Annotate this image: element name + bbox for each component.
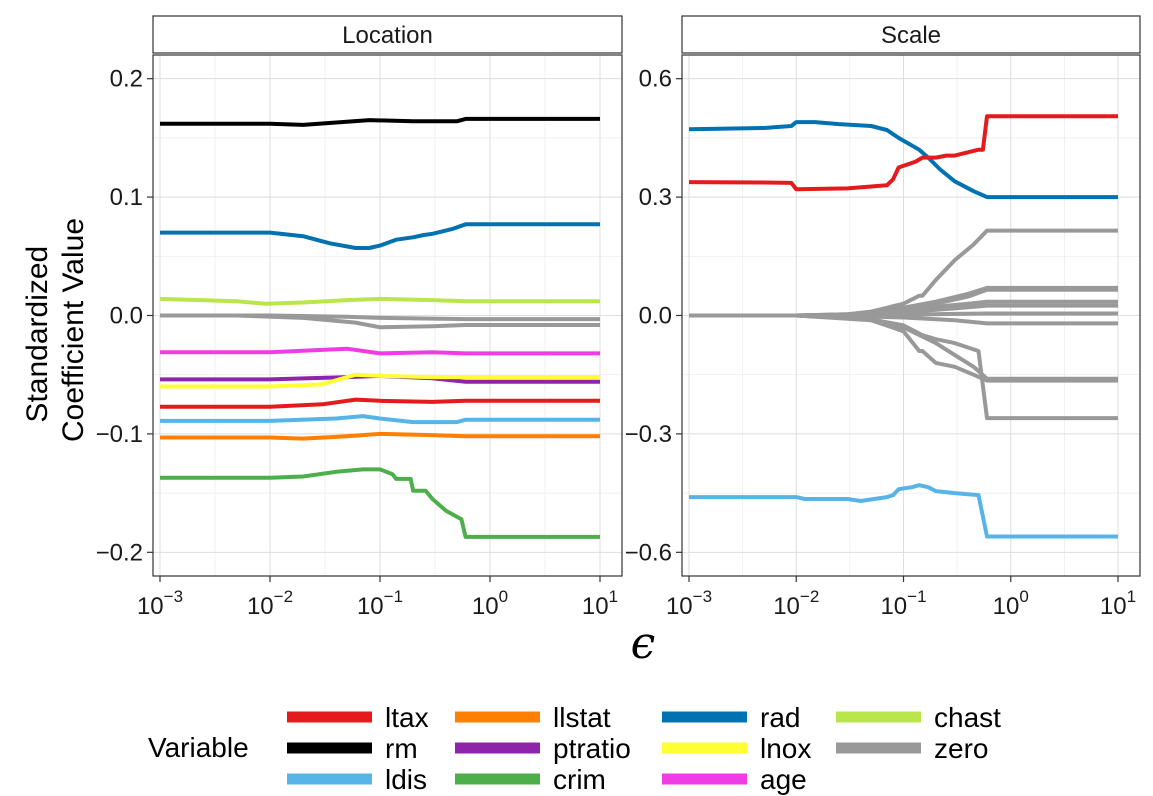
series-line-ltax <box>160 397 600 409</box>
x-tick-label-exponent: 1 <box>1127 587 1136 606</box>
x-tick-label-exponent: −1 <box>384 587 403 606</box>
x-tick-label-base: 10 <box>247 593 274 620</box>
x-tick-label: 10−3 <box>137 587 183 620</box>
panel-strip <box>681 15 1141 54</box>
legend-label-ltax: ltax <box>385 702 429 733</box>
x-tick-label: 100 <box>993 587 1029 620</box>
x-tick-label-base: 10 <box>880 593 907 620</box>
y-tick-label: 0.0 <box>110 303 143 330</box>
x-tick-label-base: 10 <box>666 593 693 620</box>
x-tick-label: 101 <box>1100 587 1136 620</box>
panel-title: Scale <box>881 22 941 49</box>
y-tick-label: −0.1 <box>96 421 143 448</box>
y-tick-label: 0.2 <box>110 66 143 93</box>
series-line-zero <box>689 313 1118 421</box>
series-line-rm <box>160 116 600 127</box>
x-tick-label-exponent: −2 <box>800 587 819 606</box>
series-line-llstat <box>160 431 600 441</box>
y-tick-label: 0.0 <box>639 303 672 330</box>
y-tick-label: 0.6 <box>639 66 672 93</box>
series-line-lnox <box>160 372 600 389</box>
x-tick-label: 10−2 <box>773 587 819 620</box>
series-line-rad <box>688 120 1118 200</box>
y-tick-label: −0.3 <box>625 421 672 448</box>
panel-scale: Scale−0.6−0.30.00.30.610−3 10−2 10−1 100 101 <box>625 15 1141 620</box>
legend-label-zero: zero <box>934 733 988 764</box>
x-tick-label: 10−2 <box>247 587 293 620</box>
legend-title: Variable <box>148 732 249 763</box>
y-tick-label: 0.1 <box>110 184 143 211</box>
legend-label-age: age <box>760 764 807 795</box>
y-tick-label: 0.3 <box>639 184 672 211</box>
y-tick-label: −0.2 <box>96 539 143 566</box>
series-line-age <box>160 346 600 356</box>
x-tick-label-base: 10 <box>773 593 800 620</box>
panel-location: Location−0.2−0.10.00.10.210−3 10−2 10−1 100… <box>96 15 623 620</box>
y-axis-title: Standardized Coefficient Value <box>21 218 90 442</box>
x-tick-label-exponent: 0 <box>499 587 508 606</box>
legend-label-ptratio: ptratio <box>553 733 631 764</box>
legend-label-crim: crim <box>553 764 606 795</box>
x-tick-label-base: 10 <box>137 593 164 620</box>
series-line-rad <box>160 222 600 250</box>
x-tick-label-exponent: −3 <box>693 587 712 606</box>
x-tick-label: 100 <box>472 587 508 620</box>
series-line-ldis <box>689 483 1118 539</box>
y-axis-title-line-2: Coefficient Value <box>57 218 90 442</box>
series-line-ltax <box>688 114 1118 192</box>
x-tick-label-base: 10 <box>1100 593 1127 620</box>
series-line-zero <box>160 313 600 322</box>
x-tick-label-base: 10 <box>472 593 499 620</box>
legend-label-rad: rad <box>760 702 800 733</box>
legend-label-ldis: ldis <box>385 764 427 795</box>
x-tick-label: 101 <box>582 587 618 620</box>
x-tick-label: 10−1 <box>880 587 926 620</box>
legend-label-rm: rm <box>385 733 418 764</box>
x-tick-label: 10−3 <box>666 587 712 620</box>
legend-label-lnox: lnox <box>760 733 811 764</box>
panel-title: Location <box>342 22 433 49</box>
legend-label-chast: chast <box>934 702 1001 733</box>
x-tick-label-exponent: −1 <box>907 587 926 606</box>
panel-strip <box>152 15 623 54</box>
legend-label-llstat: llstat <box>553 702 611 733</box>
x-tick-label-exponent: −2 <box>274 587 293 606</box>
series-line-chast <box>159 296 600 306</box>
y-tick-label: −0.6 <box>625 539 672 566</box>
x-tick-label-base: 10 <box>582 593 609 620</box>
series-line-crim <box>160 467 600 539</box>
x-tick-label-base: 10 <box>357 593 384 620</box>
y-axis-title-line-1: Standardized <box>21 246 54 423</box>
x-tick-label-exponent: 1 <box>609 587 618 606</box>
x-tick-label: 10−1 <box>357 587 403 620</box>
x-tick-label-exponent: −3 <box>164 587 183 606</box>
x-tick-label-exponent: 0 <box>1019 587 1028 606</box>
x-tick-label-base: 10 <box>993 593 1020 620</box>
x-axis-title: ϵ <box>631 618 656 669</box>
series-line-ldis <box>160 414 600 425</box>
